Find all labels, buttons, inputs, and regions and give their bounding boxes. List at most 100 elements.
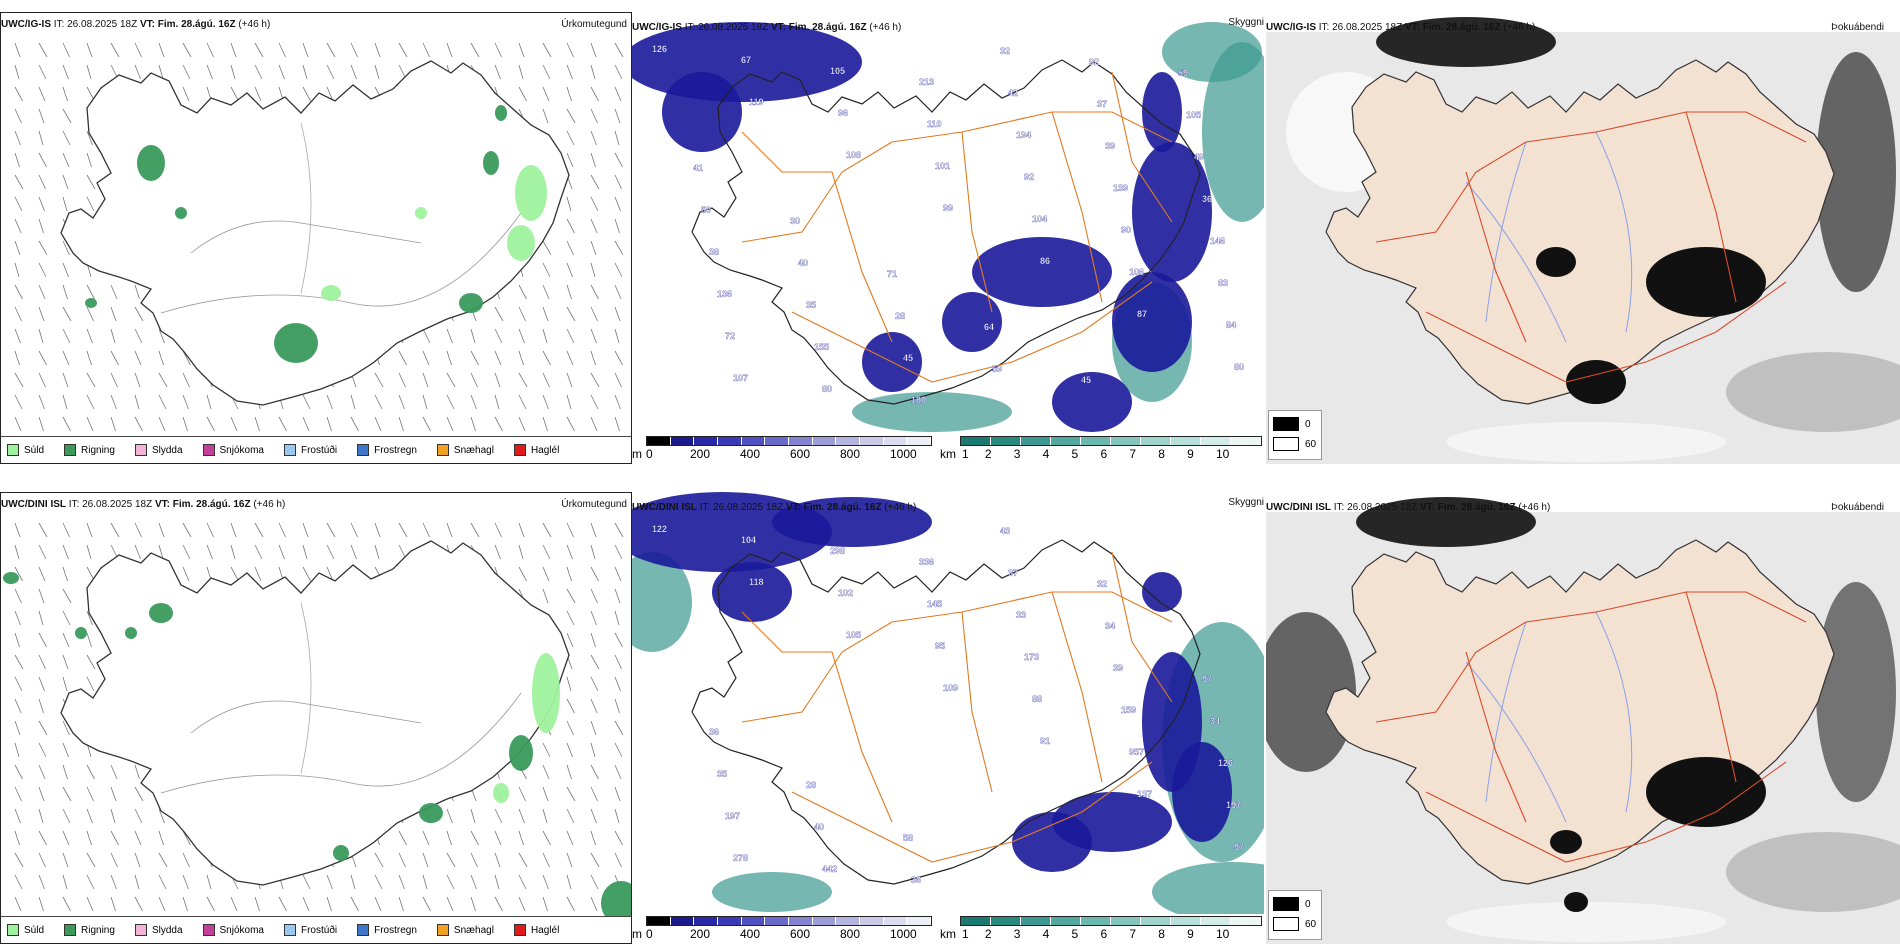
visibility-colorbar: km 1 2 3 4 5 6 7 8 9 10 — [940, 914, 1264, 942]
wind-barb — [14, 174, 24, 190]
wind-barb — [422, 372, 429, 388]
wind-barb — [38, 218, 44, 234]
legend-swatch — [283, 444, 296, 456]
colorbar-bin — [647, 917, 671, 925]
wind-barb — [86, 130, 93, 146]
visibility-panel-bottom: UWC/DINI ISL IT: 26.08.2025 18Z VT: Fim.… — [632, 492, 1264, 944]
visibility-value: 67 — [741, 55, 751, 65]
panel-title: Skyggni — [1228, 497, 1264, 508]
wind-barb — [566, 306, 576, 322]
fog-panel-top: UWC/IG-IS IT: 26.08.2025 18Z VT: Fim. 28… — [1266, 12, 1900, 464]
visibility-value: 104 — [741, 535, 756, 545]
fog-legend-row: 0 — [1273, 417, 1317, 431]
visibility-value: 36 — [709, 727, 719, 737]
wind-barb — [14, 372, 24, 388]
colorbar-bin — [961, 437, 991, 445]
road-line — [160, 692, 522, 794]
wind-barb — [566, 152, 574, 168]
wind-barb — [590, 588, 598, 604]
wind-barb — [614, 152, 623, 168]
wind-barb — [14, 764, 23, 780]
colorbar-bin — [1141, 917, 1171, 925]
wind-barb — [230, 522, 237, 538]
wind-barb — [158, 808, 165, 824]
wind-barb — [590, 152, 596, 168]
wind-barb — [470, 808, 476, 824]
visibility-value: 43 — [1000, 526, 1010, 536]
wind-barb — [182, 896, 188, 912]
wind-barb — [158, 830, 164, 846]
colorbar-tick: 800 — [840, 447, 861, 461]
wind-barb — [38, 130, 44, 146]
fog-legend-label: 60 — [1305, 438, 1317, 450]
fog-legend-label: 0 — [1305, 418, 1311, 430]
colorbar-tick: 3 — [1013, 447, 1021, 461]
panel-header: UWC/DINI ISL IT: 26.08.2025 18Z VT: Fim.… — [632, 502, 917, 513]
visibility-value: 110 — [927, 119, 942, 129]
colorbar-bin — [789, 437, 813, 445]
wind-barb — [38, 720, 48, 736]
wind-barb — [494, 896, 503, 912]
iceland-coast — [691, 539, 1201, 885]
colorbar-bin — [991, 917, 1021, 925]
wind-barb — [494, 372, 501, 388]
wind-barb — [86, 522, 93, 538]
road-line — [1375, 591, 1807, 723]
wind-barb — [422, 328, 431, 344]
visibility-value: 28 — [895, 311, 905, 321]
wind-barb — [230, 896, 238, 912]
colorbar-bin — [694, 437, 719, 445]
wind-barb — [254, 42, 264, 58]
precip-panel-top: UWC/IG-IS IT: 26.08.2025 18Z VT: Fim. 28… — [0, 12, 632, 464]
visibility-value: 105 — [1186, 110, 1201, 120]
wind-barb — [422, 522, 430, 538]
road-line — [791, 761, 1153, 863]
wind-barb — [614, 196, 621, 212]
precip-area — [419, 803, 443, 823]
wind-barb — [14, 328, 21, 344]
wind-barb — [566, 720, 574, 736]
precip-area — [507, 225, 535, 261]
wind-barb — [566, 610, 575, 626]
wind-barb — [374, 394, 383, 410]
visibility-value: 197 — [1226, 800, 1241, 810]
wind-barb — [158, 416, 166, 432]
wind-barb — [542, 566, 550, 582]
wind-barb — [254, 544, 263, 560]
wind-barb — [446, 416, 454, 432]
visibility-value: 957 — [1129, 747, 1144, 757]
wind-barb — [374, 874, 383, 890]
wind-barb — [566, 284, 572, 300]
wind-barb — [302, 42, 309, 58]
road-line — [961, 611, 993, 793]
wind-barb — [614, 588, 621, 604]
wind-barb — [62, 262, 69, 278]
wind-barb — [134, 372, 141, 388]
wind-barb — [590, 218, 598, 234]
wind-barb — [566, 64, 573, 80]
wind-barb — [566, 588, 576, 604]
visibility-map: 122 118 105 109 91 137 97 104 102 95 88 957 197 278 29… — [632, 492, 1264, 922]
wind-barb — [134, 416, 143, 432]
wind-barb — [518, 786, 526, 802]
wind-barb — [494, 522, 502, 538]
visibility-value: 136 — [717, 289, 732, 299]
visibility-value: 88 — [1032, 694, 1042, 704]
legend-swatch — [7, 924, 19, 936]
wind-barb — [230, 416, 238, 432]
wind-barb — [38, 174, 46, 190]
wind-barb — [590, 350, 596, 366]
wind-barb — [134, 852, 141, 868]
fog-on-land — [1646, 247, 1766, 317]
colorbar-tick: 7 — [1129, 447, 1137, 461]
wind-barb — [422, 416, 431, 432]
wind-barb — [350, 522, 358, 538]
precip-area — [149, 603, 173, 623]
legend-swatch — [202, 444, 215, 456]
wind-barb — [110, 306, 117, 322]
panel-header: UWC/IG-IS IT: 26.08.2025 18Z VT: Fim. 28… — [632, 22, 902, 33]
legend-item: Slydda — [134, 924, 183, 936]
colorbar-bin — [1021, 437, 1051, 445]
wind-barb — [62, 108, 72, 124]
wind-barb — [182, 42, 192, 58]
